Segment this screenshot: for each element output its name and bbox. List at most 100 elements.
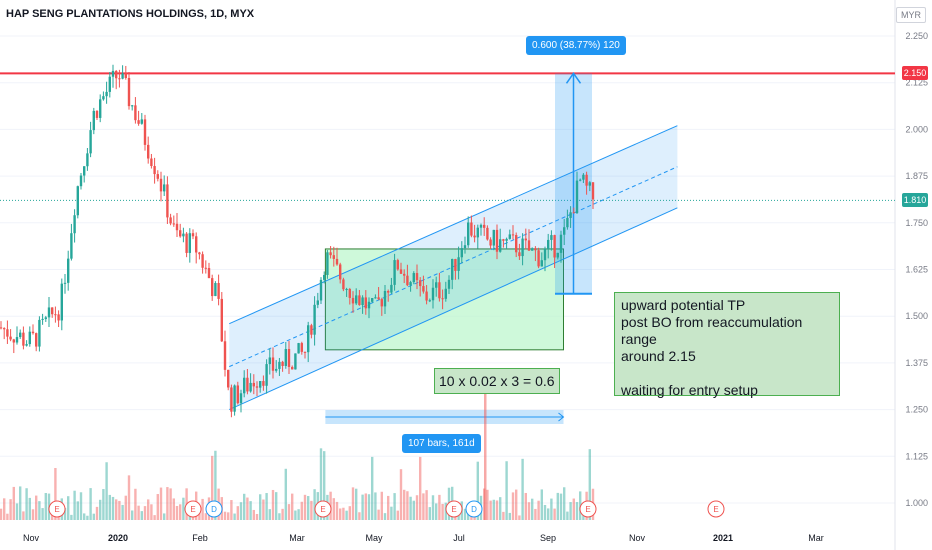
candle-body	[134, 105, 137, 121]
volume-bar	[553, 508, 556, 520]
volume-bar	[175, 505, 179, 520]
volume-bar	[428, 507, 431, 520]
marker-label: E	[320, 505, 325, 514]
candle-body	[255, 386, 259, 388]
earnings-marker	[314, 500, 332, 518]
candle-body	[211, 278, 214, 297]
volume-bar	[9, 499, 12, 520]
x-tick-label: Feb	[192, 533, 208, 543]
volume-bar	[233, 513, 236, 520]
volume-bar	[25, 488, 28, 520]
volume-bar	[262, 499, 265, 520]
candle-body	[0, 327, 3, 329]
volume-bar	[409, 496, 412, 520]
volume-bar	[172, 498, 175, 520]
currency-label[interactable]: MYR	[896, 7, 926, 23]
candle-body	[198, 252, 201, 255]
candle-body	[566, 217, 569, 228]
volume-bar	[236, 506, 239, 520]
volume-bar	[441, 503, 444, 520]
candle-body	[585, 174, 588, 186]
candle-body	[425, 291, 428, 301]
candle-body	[204, 267, 207, 269]
x-tick-label: Jul	[453, 533, 465, 543]
candle-body	[175, 223, 179, 231]
volume-bar	[111, 496, 115, 520]
volume-bar	[63, 508, 67, 520]
candle-body	[281, 361, 284, 366]
candle-body	[108, 76, 111, 92]
volume-bar	[198, 511, 201, 520]
volume-bar	[537, 500, 540, 520]
volume-bar	[364, 493, 367, 520]
volume-bar	[108, 494, 111, 520]
volume-bar	[268, 509, 271, 520]
volume-bar	[0, 508, 3, 520]
volume-bar	[275, 492, 278, 520]
candle-body	[147, 144, 150, 159]
candle-body	[473, 235, 476, 238]
candle-body	[140, 119, 143, 124]
calc-note-box[interactable]: 10 x 0.02 x 3 = 0.6	[434, 368, 560, 394]
earnings-marker	[184, 500, 202, 518]
candle-body	[377, 297, 380, 300]
candle-body	[239, 393, 243, 404]
volume-bar	[271, 489, 275, 520]
candle-body	[531, 248, 534, 251]
volume-bar	[41, 508, 44, 520]
volume-bar	[399, 469, 403, 520]
candle-body	[502, 239, 505, 241]
volume-bar	[297, 509, 300, 520]
volume-bar	[310, 500, 313, 520]
volume-bar	[380, 491, 383, 520]
volume-bar	[204, 513, 207, 520]
candle-body	[579, 179, 582, 181]
y-tick-label: 1.000	[905, 498, 928, 508]
candle-body	[444, 288, 447, 299]
resistance-price-tag: 2.150	[902, 66, 928, 80]
candle-body	[220, 298, 223, 342]
volume-bar	[246, 497, 249, 520]
y-tick-label: 1.250	[905, 405, 928, 415]
volume-bar	[540, 489, 543, 520]
candle-body	[246, 377, 249, 392]
volume-bar	[12, 486, 15, 520]
candle-body	[457, 257, 460, 271]
volume-bar	[86, 515, 89, 520]
candle-body	[515, 235, 518, 253]
volume-bar	[438, 494, 441, 520]
volume-bar	[371, 456, 374, 520]
candle-body	[150, 158, 153, 167]
volume-bar	[569, 502, 572, 520]
candle-body	[99, 99, 102, 118]
candle-body	[287, 348, 291, 367]
marker-label: D	[471, 505, 477, 514]
volume-bar	[259, 494, 262, 520]
volume-bar	[489, 500, 492, 520]
volume-bar	[89, 488, 92, 520]
candle-body	[163, 184, 166, 192]
volume-bar	[150, 504, 153, 520]
candle-body	[236, 385, 239, 404]
candle-body	[351, 297, 355, 304]
candle-body	[115, 70, 118, 79]
volume-bar	[31, 509, 35, 520]
candle-body	[121, 73, 124, 79]
volume-bar	[502, 511, 505, 520]
candle-body	[57, 314, 60, 321]
candle-body	[483, 224, 486, 228]
candle-body	[73, 215, 76, 234]
tp-note-box[interactable]: upward potential TP post BO from reaccum…	[614, 292, 840, 398]
candle-body	[508, 234, 511, 239]
candle-body	[543, 248, 547, 261]
candle-body	[393, 260, 396, 285]
candle-body	[217, 283, 220, 299]
volume-bar	[559, 493, 563, 520]
candle-body	[223, 341, 227, 370]
candle-body	[415, 273, 419, 281]
candle-body	[310, 325, 313, 335]
marker-label: D	[211, 505, 217, 514]
candle-body	[76, 186, 79, 216]
volume-bar	[99, 499, 102, 520]
